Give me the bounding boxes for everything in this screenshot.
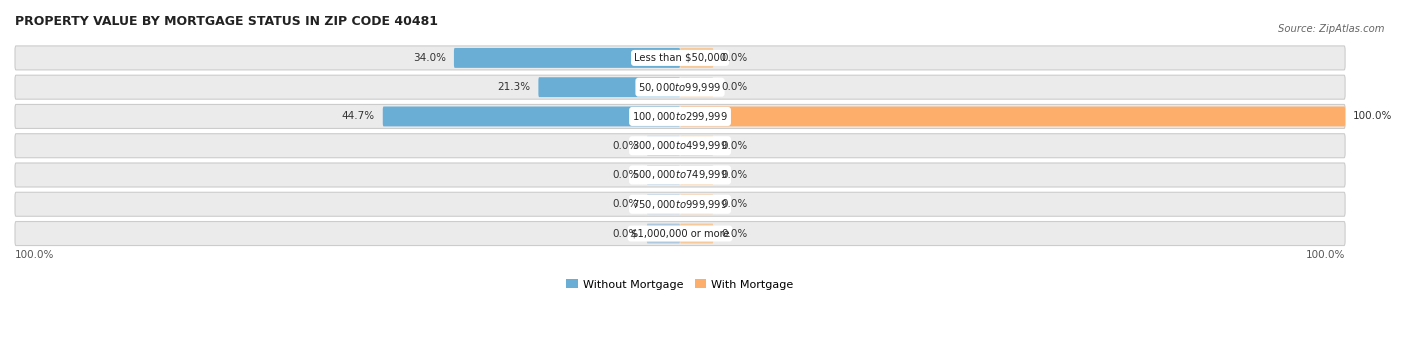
Text: 0.0%: 0.0% [721, 141, 748, 151]
FancyBboxPatch shape [454, 48, 681, 68]
Text: $100,000 to $299,999: $100,000 to $299,999 [633, 110, 728, 123]
Text: $750,000 to $999,999: $750,000 to $999,999 [633, 198, 728, 211]
FancyBboxPatch shape [681, 165, 713, 185]
FancyBboxPatch shape [15, 46, 1346, 70]
FancyBboxPatch shape [15, 222, 1346, 245]
FancyBboxPatch shape [15, 104, 1346, 129]
Text: 100.0%: 100.0% [1306, 250, 1346, 260]
Legend: Without Mortgage, With Mortgage: Without Mortgage, With Mortgage [562, 275, 799, 294]
Text: $500,000 to $749,999: $500,000 to $749,999 [633, 169, 728, 182]
Text: 0.0%: 0.0% [613, 228, 638, 239]
Text: Source: ZipAtlas.com: Source: ZipAtlas.com [1278, 24, 1385, 34]
FancyBboxPatch shape [681, 224, 713, 243]
FancyBboxPatch shape [647, 136, 681, 156]
Text: 0.0%: 0.0% [721, 170, 748, 180]
FancyBboxPatch shape [681, 48, 713, 68]
FancyBboxPatch shape [15, 163, 1346, 187]
Text: 34.0%: 34.0% [413, 53, 446, 63]
FancyBboxPatch shape [681, 194, 713, 214]
Text: 21.3%: 21.3% [498, 82, 530, 92]
Text: 0.0%: 0.0% [721, 199, 748, 209]
Text: 100.0%: 100.0% [1353, 112, 1392, 121]
Text: Less than $50,000: Less than $50,000 [634, 53, 725, 63]
Text: 44.7%: 44.7% [342, 112, 375, 121]
Text: 0.0%: 0.0% [721, 82, 748, 92]
Text: $300,000 to $499,999: $300,000 to $499,999 [633, 139, 728, 152]
Text: $1,000,000 or more: $1,000,000 or more [631, 228, 730, 239]
FancyBboxPatch shape [647, 194, 681, 214]
FancyBboxPatch shape [647, 165, 681, 185]
FancyBboxPatch shape [681, 106, 1346, 126]
FancyBboxPatch shape [15, 134, 1346, 158]
Text: PROPERTY VALUE BY MORTGAGE STATUS IN ZIP CODE 40481: PROPERTY VALUE BY MORTGAGE STATUS IN ZIP… [15, 15, 439, 28]
Text: 0.0%: 0.0% [721, 53, 748, 63]
Text: 100.0%: 100.0% [15, 250, 55, 260]
FancyBboxPatch shape [538, 77, 681, 97]
Text: $50,000 to $99,999: $50,000 to $99,999 [638, 81, 721, 94]
FancyBboxPatch shape [15, 75, 1346, 99]
FancyBboxPatch shape [681, 136, 713, 156]
FancyBboxPatch shape [15, 192, 1346, 216]
Text: 0.0%: 0.0% [613, 141, 638, 151]
Text: 0.0%: 0.0% [613, 199, 638, 209]
FancyBboxPatch shape [681, 77, 713, 97]
Text: 0.0%: 0.0% [721, 228, 748, 239]
FancyBboxPatch shape [382, 106, 681, 126]
FancyBboxPatch shape [647, 224, 681, 243]
Text: 0.0%: 0.0% [613, 170, 638, 180]
